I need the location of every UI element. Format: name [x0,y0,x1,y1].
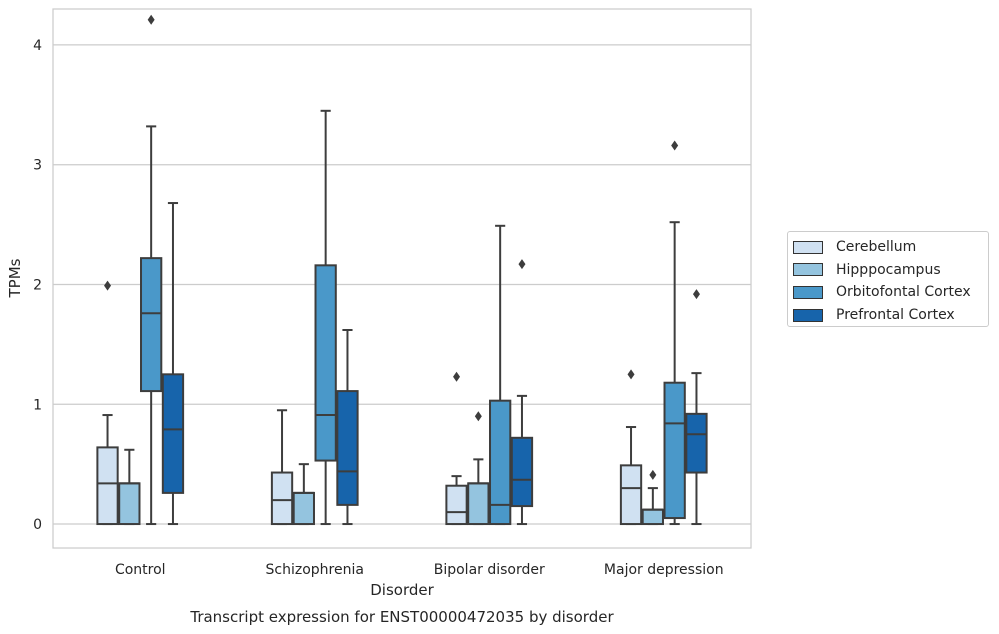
box-orbitofontal-cortex [314,109,337,526]
box-cerebellum [445,371,468,526]
box-prefrontal-cortex [510,259,534,526]
outlier-point [474,411,482,422]
box-cerebellum [96,280,119,526]
legend-swatch [793,240,823,254]
legend-label: Orbitofontal Cortex [836,284,971,301]
box-body [663,381,686,520]
legend-label: Prefrontal Cortex [836,307,955,324]
legend-label: Hipppocampus [836,261,941,278]
box-orbitofontal-cortex [663,140,686,526]
box-orbitofontal-cortex [140,14,163,526]
legend-swatch [793,263,823,277]
box-hipppocampus [641,469,664,526]
y-axis-label: TPMs [6,258,24,298]
box-body [489,399,512,526]
box-hipppocampus [467,411,490,526]
outlier-point [649,469,657,480]
y-tick-label: 3 [33,158,42,174]
y-tick-label: 2 [33,277,42,293]
outlier-point [453,371,461,382]
box-body [445,484,468,526]
box-body [467,482,490,526]
x-tick-label: Bipolar disorder [434,562,545,578]
legend-item: Orbitofontal Cortex [793,281,988,304]
y-tick-label: 1 [33,397,42,413]
plot-area [96,14,708,526]
box-body [619,464,643,526]
box-body [96,446,119,526]
box-body [118,482,141,526]
outlier-point [104,280,112,291]
legend-item: Cerebellum [793,236,988,259]
box-prefrontal-cortex [336,329,359,526]
y-tick-label: 0 [33,517,42,533]
outlier-point [147,14,155,25]
x-tick-label: Control [115,562,166,578]
legend-item: Prefrontal Cortex [793,304,988,327]
outlier-point [692,289,700,300]
chart-title: Transcript expression for ENST0000047203… [189,608,614,626]
x-tick-labels: Control Schizophrenia Bipolar disorder Majo… [115,562,724,578]
outlier-point [518,259,526,270]
box-body [510,436,534,508]
legend-swatch [793,308,823,322]
outlier-point [627,369,635,380]
outlier-point [671,140,679,151]
x-axis-label: Disorder [370,581,434,599]
box-body [140,257,163,393]
y-tick-label: 4 [33,38,42,54]
box-cerebellum [619,369,643,526]
box-prefrontal-cortex [685,289,708,526]
y-tick-labels: 0 1 2 3 4 [33,38,42,533]
legend-label: Cerebellum [836,239,917,256]
box-body [314,264,337,462]
plot-frame [52,8,752,549]
x-tick-label: Schizophrenia [266,562,364,578]
box-body [641,508,664,526]
box-hipppocampus [292,463,315,526]
x-tick-label: Major depression [604,562,724,578]
box-body [270,471,294,526]
box-hipppocampus [118,448,141,526]
box-body [161,373,185,494]
box-body [292,491,315,526]
box-body [336,390,359,506]
box-prefrontal-cortex [161,202,185,526]
legend-swatch [793,285,823,299]
box-body [685,412,708,474]
legend: Cerebellum Hipppocampus Orbitofontal Corte… [787,231,989,327]
box-cerebellum [270,409,294,526]
box-orbitofontal-cortex [489,224,512,526]
legend-item: Hipppocampus [793,259,988,282]
